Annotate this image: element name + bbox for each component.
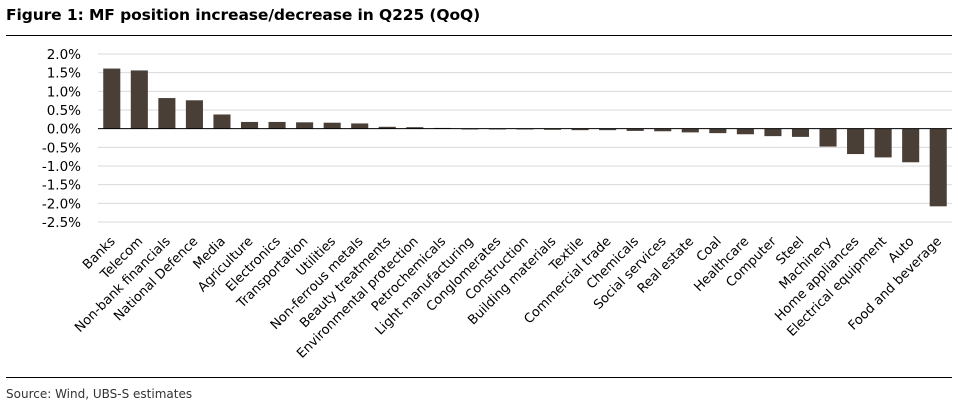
figure-title: Figure 1: MF position increase/decrease … — [6, 6, 481, 24]
source-divider — [6, 377, 952, 378]
y-tick-label: 1.0% — [47, 84, 81, 100]
y-tick-label: 0.0% — [47, 122, 81, 138]
bar — [709, 128, 727, 134]
bar — [130, 70, 148, 129]
bar — [847, 128, 865, 155]
y-tick-label: 0.5% — [47, 103, 81, 119]
bar — [764, 128, 782, 137]
bar — [874, 128, 892, 158]
bar — [185, 100, 203, 129]
bar — [213, 114, 231, 129]
bar — [544, 128, 562, 130]
bar — [323, 122, 341, 129]
bar — [819, 128, 837, 147]
y-tick-label: 1.5% — [47, 66, 81, 82]
bar — [681, 128, 699, 133]
bar — [654, 128, 672, 132]
bar — [351, 123, 369, 129]
bar — [268, 121, 286, 129]
y-tick-label: -2.5% — [42, 215, 81, 231]
bar — [571, 128, 589, 131]
bar — [240, 121, 259, 129]
bar — [902, 128, 920, 163]
y-tick-label: -1.0% — [42, 159, 81, 175]
bar — [791, 128, 810, 137]
bar — [158, 98, 176, 129]
bar — [378, 126, 396, 129]
bar — [626, 128, 644, 131]
bar-chart: 2.0% 1.5% 1.0% 0.5% 0.0% -0.5% -1.0% -1.5% -2.0%… — [42, 47, 952, 362]
y-tick-label: -2.0% — [42, 196, 81, 212]
bar — [296, 122, 314, 129]
bar — [929, 128, 947, 207]
y-tick-label: -0.5% — [42, 140, 81, 156]
bar — [736, 128, 754, 135]
source-note: Source: Wind, UBS-S estimates — [6, 387, 193, 401]
bar — [406, 127, 424, 129]
y-tick-label: 2.0% — [47, 47, 81, 63]
bar — [103, 68, 121, 129]
y-tick-label: -1.5% — [42, 178, 81, 194]
title-divider — [6, 35, 952, 36]
bar — [599, 128, 617, 131]
